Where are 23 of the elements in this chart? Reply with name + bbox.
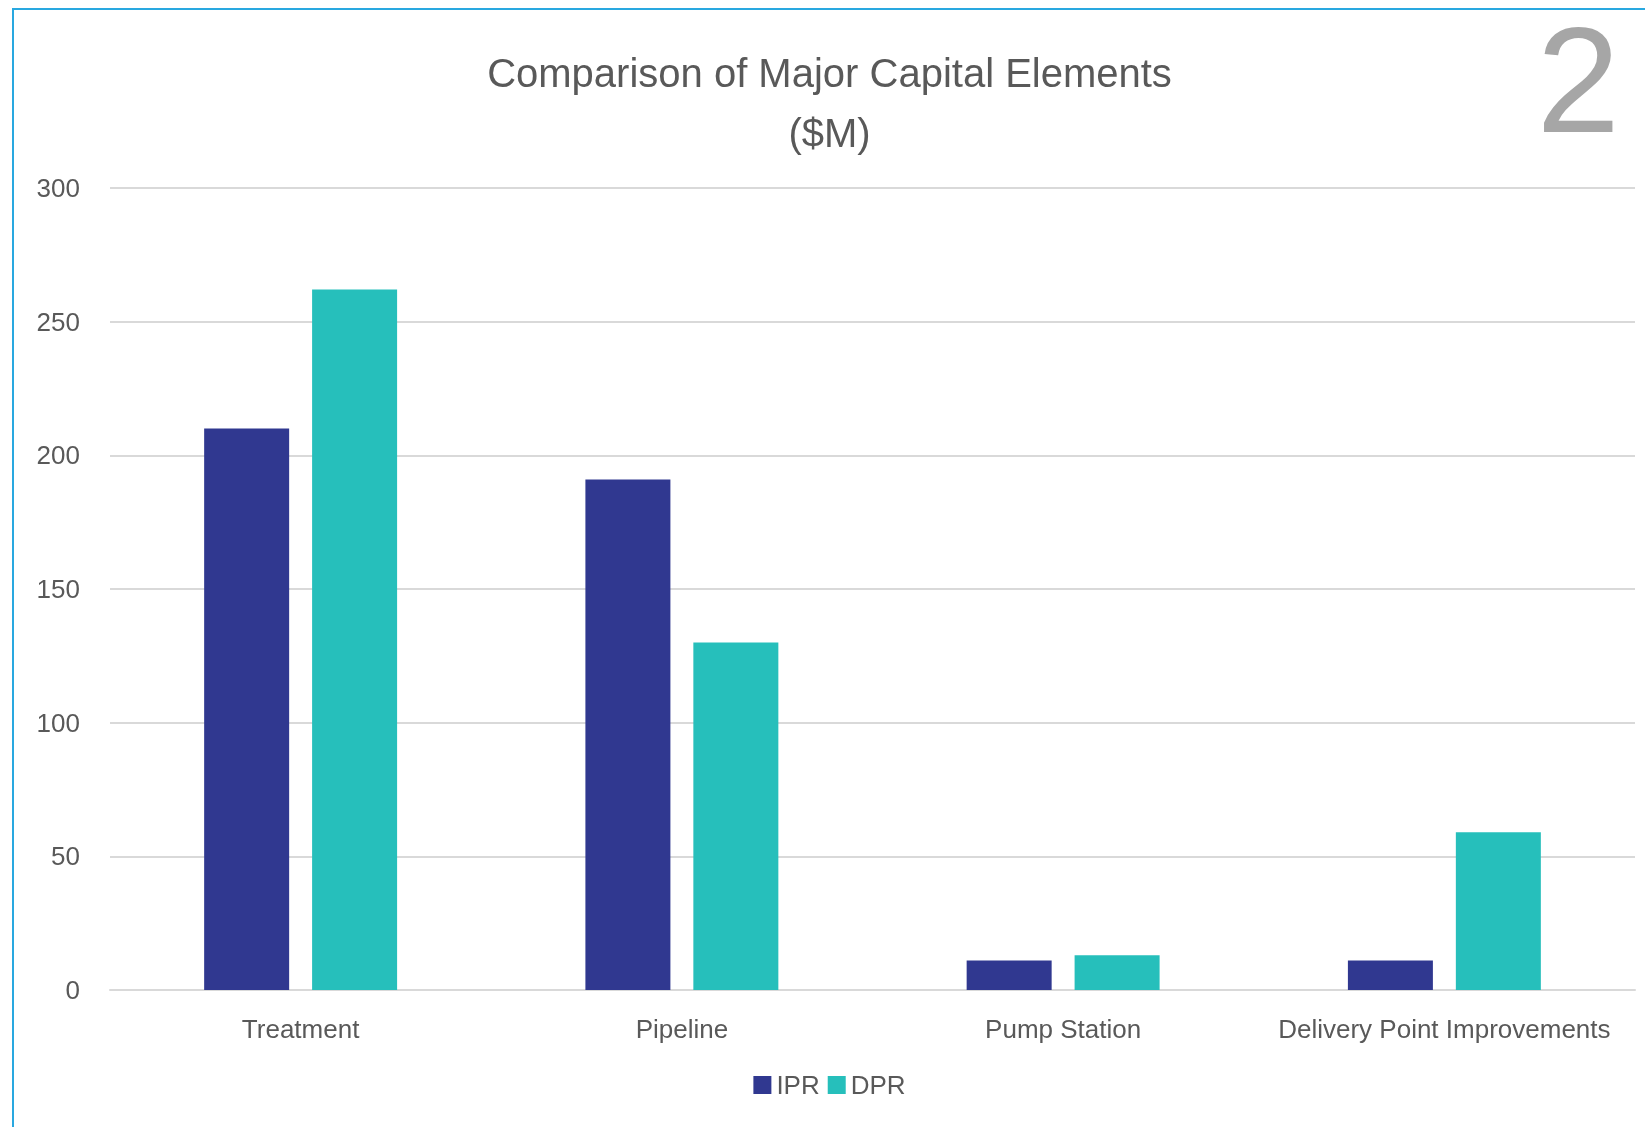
y-tick-label: 0 — [65, 975, 80, 1005]
legend-label: IPR — [776, 1070, 820, 1100]
bar — [1347, 960, 1433, 990]
bar — [966, 960, 1052, 990]
x-tick-label: Delivery Point Improvements — [1278, 1014, 1611, 1044]
y-tick-label: 150 — [36, 574, 80, 604]
y-tick-label: 250 — [36, 306, 80, 337]
chart-title: Comparison of Major Capital Elements ($M) — [487, 51, 1172, 155]
x-tick-label: Treatment — [241, 1014, 361, 1044]
x-tick-label: Pipeline — [635, 1014, 729, 1044]
bar — [1074, 955, 1160, 990]
legend-label: DPR — [850, 1070, 906, 1100]
bar — [693, 642, 779, 990]
bar — [585, 479, 671, 990]
bar — [312, 289, 398, 990]
bar — [1455, 832, 1541, 990]
text: 2 — [1536, 0, 1621, 164]
y-tick-label: 300 — [36, 173, 80, 203]
bar — [204, 428, 290, 990]
x-tick-label: Pump Station — [985, 1014, 1142, 1044]
y-tick-label: 200 — [36, 440, 80, 471]
y-tick-label: 100 — [36, 707, 80, 738]
y-tick-label: 50 — [51, 841, 80, 872]
